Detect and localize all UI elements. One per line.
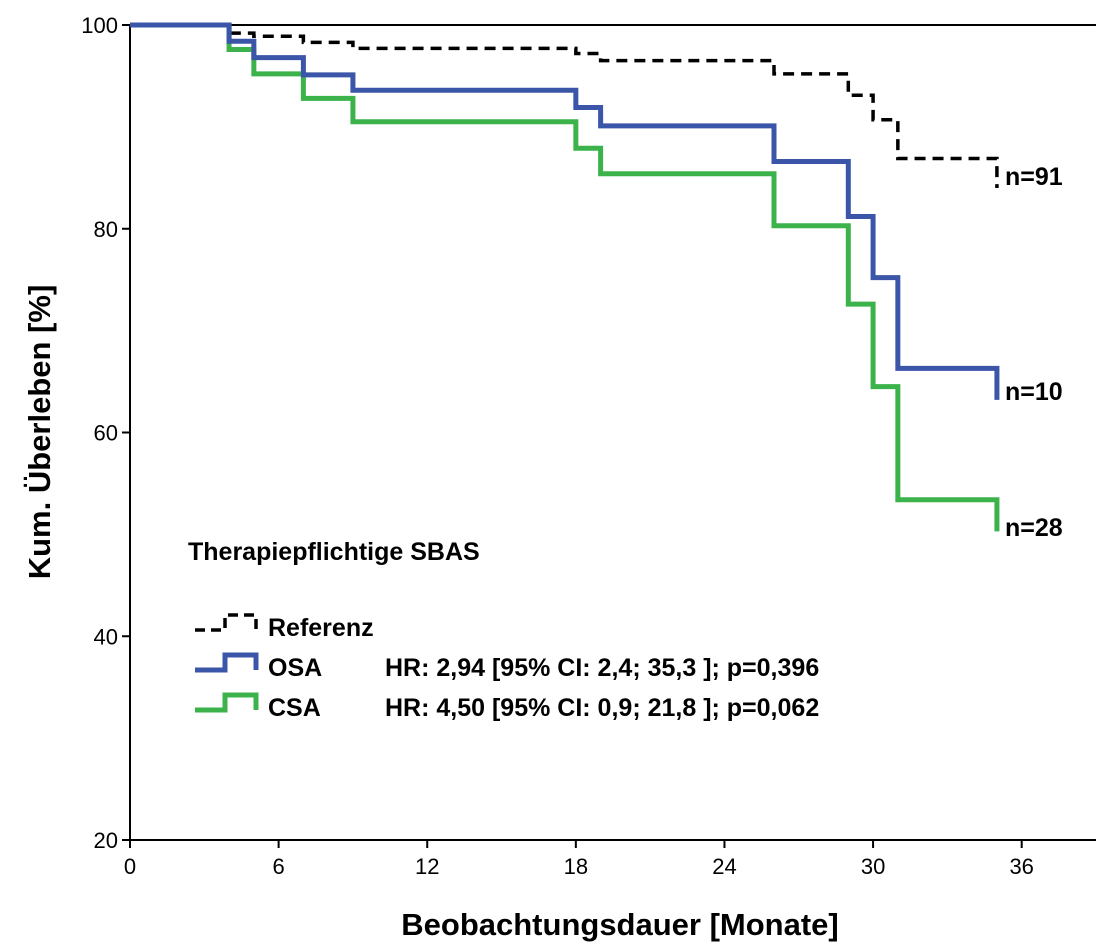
y-tick-label: 80: [94, 217, 118, 242]
x-tick-label: 18: [564, 854, 588, 879]
x-tick-label: 30: [861, 854, 885, 879]
legend: Therapiepflichtige SBAS Referenz OSA HR: 2…: [188, 538, 819, 722]
x-tick-label: 36: [1009, 854, 1033, 879]
y-tick-label: 100: [81, 13, 118, 38]
hazard-ratio-osa: HR: 2,94 [95% CI: 2,4; 35,3 ]; p=0,396: [385, 654, 819, 682]
survival-curve-referenz: [130, 23, 999, 188]
survival-curve-csa: [130, 22, 1000, 532]
y-tick-label: 40: [94, 624, 118, 649]
y-axis-title: Kum. Überleben [%]: [22, 285, 57, 580]
legend-swatch-referenz: [195, 613, 258, 632]
y-tick-label: 20: [94, 828, 118, 853]
x-tick-label: 24: [712, 854, 736, 879]
legend-swatch-csa: [195, 692, 259, 713]
survival-curves: [130, 22, 1000, 532]
legend-label-referenz: Referenz: [268, 614, 374, 642]
legend-label-csa: CSA: [268, 694, 321, 722]
legend-label-osa: OSA: [268, 654, 322, 682]
end-label-osa: n=10: [1005, 378, 1063, 406]
end-labels: n=91 n=10 n=28: [1005, 163, 1063, 542]
x-axis-title: Beobachtungsdauer [Monate]: [401, 907, 838, 942]
legend-swatch-osa: [195, 652, 259, 673]
end-label-referenz: n=91: [1005, 163, 1063, 191]
x-tick-label: 12: [415, 854, 439, 879]
y-tick-label: 60: [94, 421, 118, 446]
legend-title: Therapiepflichtige SBAS: [188, 538, 480, 566]
survival-curve-osa: [130, 22, 1000, 400]
x-tick-label: 6: [272, 854, 284, 879]
x-tick-label: 0: [124, 854, 136, 879]
end-label-csa: n=28: [1005, 514, 1063, 542]
hazard-ratio-csa: HR: 4,50 [95% CI: 0,9; 21,8 ]; p=0,062: [385, 694, 819, 722]
ticks: 20 40 60 80 100 0 6 12 18 24 30 36: [81, 13, 1034, 879]
